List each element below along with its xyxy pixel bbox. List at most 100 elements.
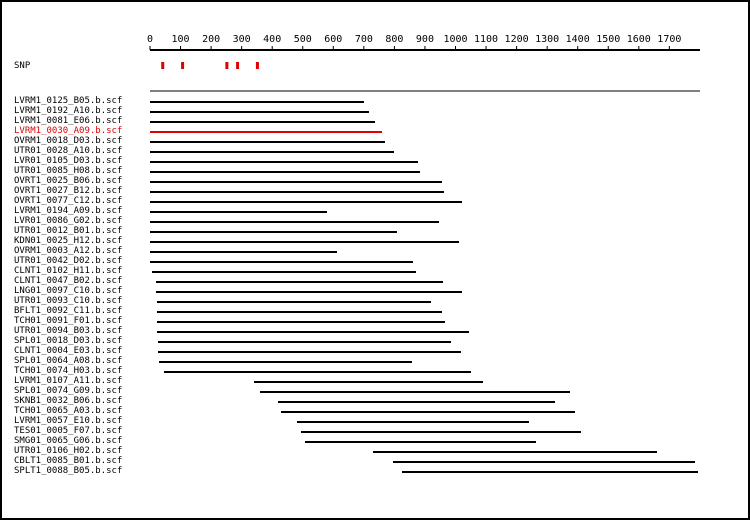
read-label[interactable]: CLNT1_0004_E03.b.scf <box>14 346 123 356</box>
read-alignment-bar[interactable] <box>150 101 364 103</box>
ruler-tick-label: 1500 <box>596 34 620 45</box>
read-label[interactable]: UTR01_0085_H08.b.scf <box>14 166 123 176</box>
read-alignment-bar[interactable] <box>156 321 445 323</box>
read-alignment-bar[interactable] <box>156 281 444 283</box>
read-alignment-bar[interactable] <box>259 391 571 393</box>
read-label[interactable]: LVRM1_0107_A11.b.scf <box>14 376 123 386</box>
read-label[interactable]: OVRM1_0018_D03.b.scf <box>14 136 123 146</box>
ruler-tick-label: 400 <box>263 34 281 45</box>
read-alignment-bar[interactable] <box>150 151 395 153</box>
read-label[interactable]: SKNB1_0032_B06.b.scf <box>14 396 123 406</box>
ruler-tick-label: 1300 <box>535 34 559 45</box>
read-alignment-bar[interactable] <box>150 211 327 213</box>
read-label[interactable]: CLNT1_0102_H11.b.scf <box>14 266 123 276</box>
snp-marker <box>225 62 229 69</box>
read-label[interactable]: UTR01_0094_B03.b.scf <box>14 326 123 336</box>
read-alignment-bar[interactable] <box>150 111 370 113</box>
read-label[interactable]: OVRT1_0077_C12.b.scf <box>14 196 123 206</box>
read-label[interactable]: TES01_0005_F07.b.scf <box>14 426 123 436</box>
read-alignment-bar[interactable] <box>156 331 469 333</box>
read-label[interactable]: LVR01_0105_D03.b.scf <box>14 156 123 166</box>
ruler-tick-label: 800 <box>385 34 403 45</box>
read-alignment-bar[interactable] <box>253 381 483 383</box>
read-label[interactable]: KDN01_0025_H12.b.scf <box>14 236 123 246</box>
read-alignment-bar[interactable] <box>402 471 699 473</box>
position-ruler: 0 100 200 300 400 500 600 700 800 900 1000 1100 1200… <box>147 34 700 92</box>
read-alignment-bar[interactable] <box>157 351 461 353</box>
ruler-tick-label: 300 <box>233 34 251 45</box>
read-label[interactable]: UTR01_0012_B01.b.scf <box>14 226 123 236</box>
read-alignment-bar[interactable] <box>150 141 385 143</box>
ruler-tick-label: 1200 <box>505 34 529 45</box>
read-alignment-bar[interactable] <box>163 371 471 373</box>
snp-marker <box>181 62 185 69</box>
read-alignment-bar[interactable] <box>150 201 462 203</box>
ruler-tick-label: 1000 <box>443 34 467 45</box>
read-alignment-bar[interactable] <box>281 411 575 413</box>
read-label[interactable]: SPLT1_0088_B05.b.scf <box>14 466 123 476</box>
read-label[interactable]: LVRM1_0192_A10.b.scf <box>14 106 123 116</box>
snp-marker <box>255 62 259 69</box>
read-alignment-bar[interactable] <box>296 421 529 423</box>
ruler-tick-label: 0 <box>147 34 153 45</box>
ruler-tick-label: 1700 <box>657 34 681 45</box>
read-label[interactable]: UTR01_0028_A10.b.scf <box>14 146 123 156</box>
ruler-tick-label: 1600 <box>627 34 651 45</box>
read-label[interactable]: SPL01_0064_A08.b.scf <box>14 356 123 366</box>
read-alignment-bar[interactable] <box>277 401 555 403</box>
ruler-tick-label: 100 <box>172 34 190 45</box>
read-label[interactable]: SPL01_0018_D03.b.scf <box>14 336 123 346</box>
read-label[interactable]: TCH01_0091_F01.b.scf <box>14 316 123 326</box>
read-alignment-bar[interactable] <box>392 461 696 463</box>
read-label[interactable]: OVRT1_0025_B06.b.scf <box>14 176 123 186</box>
ruler-tick-label: 900 <box>416 34 434 45</box>
snp-marker <box>161 62 165 69</box>
read-alignment-bar[interactable] <box>150 161 419 163</box>
read-label[interactable]: LVRM1_0057_E10.b.scf <box>14 416 123 426</box>
read-alignment-bar[interactable] <box>150 251 337 253</box>
read-alignment-bar[interactable] <box>156 291 462 293</box>
read-alignment-bar[interactable] <box>150 241 459 243</box>
read-alignment-bar[interactable] <box>159 361 412 363</box>
read-alignment-bar[interactable] <box>150 121 376 123</box>
read-label[interactable]: TCH01_0065_A03.b.scf <box>14 406 123 416</box>
read-label[interactable]: TCH01_0074_H03.b.scf <box>14 366 123 376</box>
read-label[interactable]: CBLT1_0085_B01.b.scf <box>14 456 123 466</box>
read-label[interactable]: LVRM1_0081_E06.b.scf <box>14 116 123 126</box>
read-alignment-bar[interactable] <box>150 261 414 263</box>
read-alignment-bar[interactable] <box>305 441 537 443</box>
read-alignment-bar[interactable] <box>373 451 658 453</box>
read-label[interactable]: OVRM1_0003_A12.b.scf <box>14 246 123 256</box>
read-alignment-bar[interactable] <box>150 231 398 233</box>
ruler-tick-label: 200 <box>202 34 220 45</box>
ruler-tick-label: 700 <box>355 34 373 45</box>
read-alignment-bar[interactable] <box>150 131 383 133</box>
read-alignment-bar[interactable] <box>157 341 451 343</box>
read-label[interactable]: CLNT1_0047_B02.b.scf <box>14 276 123 286</box>
snp-track-label: SNP <box>14 61 31 71</box>
read-alignment-bar[interactable] <box>156 301 432 303</box>
read-label[interactable]: OVRT1_0027_B12.b.scf <box>14 186 123 196</box>
read-alignment-bar[interactable] <box>151 271 417 273</box>
read-alignment-bar[interactable] <box>150 171 420 173</box>
read-label[interactable]: UTR01_0093_C10.b.scf <box>14 296 123 306</box>
read-label[interactable]: LNG01_0097_C10.b.scf <box>14 286 123 296</box>
read-label[interactable]: LVR01_0086_G02.b.scf <box>14 216 123 226</box>
read-label[interactable]: LVRM1_0030_A09.b.scf <box>14 126 123 136</box>
read-alignment-bar[interactable] <box>301 431 581 433</box>
read-alignment-bar[interactable] <box>150 191 445 193</box>
read-label[interactable]: UTR01_0042_D02.b.scf <box>14 256 123 266</box>
read-label[interactable]: SMG01_0065_G06.b.scf <box>14 436 123 446</box>
read-label[interactable]: LVRM1_0194_A09.b.scf <box>14 206 123 216</box>
read-label[interactable]: SPL01_0074_G09.b.scf <box>14 386 123 396</box>
read-label[interactable]: BFLT1_0092_C11.b.scf <box>14 306 123 316</box>
snp-marker <box>236 62 240 69</box>
read-label[interactable]: UTR01_0106_H02.b.scf <box>14 446 123 456</box>
read-alignment-bar[interactable] <box>156 311 442 313</box>
ruler-tick-label: 1400 <box>566 34 590 45</box>
read-alignment-bar[interactable] <box>150 181 442 183</box>
read-alignment-bar[interactable] <box>150 221 439 223</box>
read-label[interactable]: LVRM1_0125_B05.b.scf <box>14 96 123 106</box>
ruler-tick-label: 600 <box>324 34 342 45</box>
